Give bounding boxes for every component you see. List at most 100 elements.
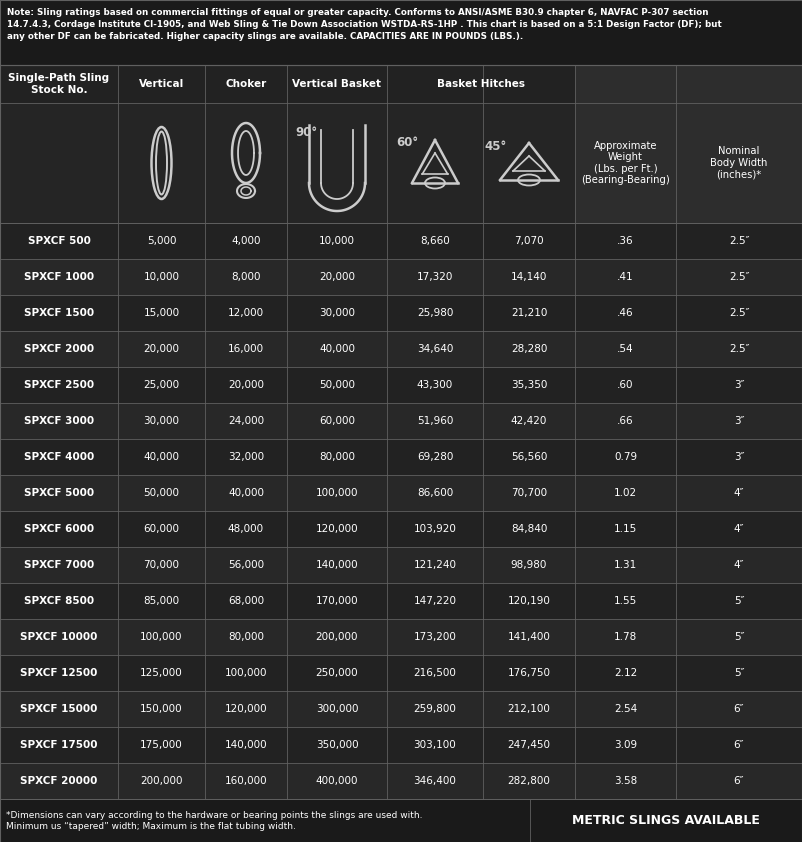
Text: 90°: 90° bbox=[295, 126, 317, 140]
Bar bbox=[118, 763, 205, 799]
Text: SPXCF 8500: SPXCF 8500 bbox=[24, 596, 94, 606]
Text: 140,000: 140,000 bbox=[316, 560, 358, 570]
Bar bbox=[483, 367, 575, 403]
Bar bbox=[483, 763, 575, 799]
Bar bbox=[483, 475, 575, 511]
Bar bbox=[676, 331, 802, 367]
Bar bbox=[118, 331, 205, 367]
Bar bbox=[287, 583, 387, 619]
Text: 3″: 3″ bbox=[734, 380, 744, 390]
Bar bbox=[387, 511, 483, 547]
Text: 14,140: 14,140 bbox=[511, 272, 547, 282]
Bar bbox=[387, 367, 483, 403]
Text: 247,450: 247,450 bbox=[508, 740, 550, 750]
Text: SPXCF 5000: SPXCF 5000 bbox=[24, 488, 94, 498]
Bar bbox=[676, 65, 802, 103]
Bar bbox=[118, 65, 205, 103]
Bar bbox=[575, 727, 676, 763]
Bar bbox=[387, 103, 483, 223]
Text: 200,000: 200,000 bbox=[316, 632, 358, 642]
Bar bbox=[575, 583, 676, 619]
Bar bbox=[0, 439, 118, 475]
Text: 35,350: 35,350 bbox=[511, 380, 547, 390]
Text: 25,000: 25,000 bbox=[144, 380, 180, 390]
Text: 125,000: 125,000 bbox=[140, 668, 183, 678]
Bar bbox=[483, 439, 575, 475]
Text: 160,000: 160,000 bbox=[225, 776, 267, 786]
Text: SPXCF 12500: SPXCF 12500 bbox=[20, 668, 98, 678]
Bar bbox=[205, 655, 287, 691]
Bar bbox=[205, 727, 287, 763]
Text: 120,190: 120,190 bbox=[508, 596, 550, 606]
Bar bbox=[118, 655, 205, 691]
Bar bbox=[205, 367, 287, 403]
Bar bbox=[483, 223, 575, 259]
Text: SPXCF 1500: SPXCF 1500 bbox=[24, 308, 94, 318]
Bar bbox=[387, 331, 483, 367]
Text: .36: .36 bbox=[618, 236, 634, 246]
Text: SPXCF 3000: SPXCF 3000 bbox=[24, 416, 94, 426]
Text: 28,280: 28,280 bbox=[511, 344, 547, 354]
Text: 1.78: 1.78 bbox=[614, 632, 637, 642]
Bar bbox=[575, 331, 676, 367]
Bar bbox=[0, 799, 802, 842]
Bar bbox=[575, 691, 676, 727]
Text: 250,000: 250,000 bbox=[316, 668, 358, 678]
Bar bbox=[287, 331, 387, 367]
Text: 84,840: 84,840 bbox=[511, 524, 547, 534]
Bar bbox=[205, 295, 287, 331]
Text: 56,000: 56,000 bbox=[228, 560, 264, 570]
Bar bbox=[575, 295, 676, 331]
Text: 216,500: 216,500 bbox=[414, 668, 456, 678]
Text: Vertical: Vertical bbox=[139, 79, 184, 89]
Text: 40,000: 40,000 bbox=[144, 452, 180, 462]
Bar bbox=[483, 259, 575, 295]
Bar bbox=[205, 65, 287, 103]
Bar bbox=[0, 511, 118, 547]
Bar bbox=[676, 403, 802, 439]
Bar bbox=[575, 403, 676, 439]
Bar bbox=[483, 511, 575, 547]
Bar bbox=[387, 763, 483, 799]
Text: 25,980: 25,980 bbox=[417, 308, 453, 318]
Text: 2.54: 2.54 bbox=[614, 704, 637, 714]
Text: 6″: 6″ bbox=[734, 740, 744, 750]
Bar bbox=[483, 547, 575, 583]
Bar bbox=[287, 367, 387, 403]
Bar bbox=[205, 439, 287, 475]
Text: 120,000: 120,000 bbox=[316, 524, 358, 534]
Text: METRIC SLINGS AVAILABLE: METRIC SLINGS AVAILABLE bbox=[572, 814, 760, 828]
Text: 282,800: 282,800 bbox=[508, 776, 550, 786]
Bar bbox=[575, 65, 676, 103]
Text: 170,000: 170,000 bbox=[316, 596, 358, 606]
Text: 70,700: 70,700 bbox=[511, 488, 547, 498]
Bar bbox=[483, 295, 575, 331]
Text: 15,000: 15,000 bbox=[144, 308, 180, 318]
Bar bbox=[118, 367, 205, 403]
Bar bbox=[0, 223, 118, 259]
Text: 24,000: 24,000 bbox=[228, 416, 264, 426]
Bar bbox=[287, 475, 387, 511]
Text: SPXCF 4000: SPXCF 4000 bbox=[24, 452, 94, 462]
Bar bbox=[118, 619, 205, 655]
Bar bbox=[205, 103, 287, 223]
Bar bbox=[676, 727, 802, 763]
Text: 60,000: 60,000 bbox=[319, 416, 355, 426]
Bar bbox=[575, 367, 676, 403]
Bar bbox=[0, 331, 118, 367]
Text: 5,000: 5,000 bbox=[147, 236, 176, 246]
Bar bbox=[483, 619, 575, 655]
Bar bbox=[0, 259, 118, 295]
Text: SPXCF 10000: SPXCF 10000 bbox=[20, 632, 98, 642]
Text: 21,210: 21,210 bbox=[511, 308, 547, 318]
Text: 17,320: 17,320 bbox=[417, 272, 453, 282]
Bar bbox=[287, 103, 387, 223]
Text: 56,560: 56,560 bbox=[511, 452, 547, 462]
Bar bbox=[676, 223, 802, 259]
Bar bbox=[483, 691, 575, 727]
Bar bbox=[387, 583, 483, 619]
Text: 70,000: 70,000 bbox=[144, 560, 180, 570]
Bar bbox=[387, 403, 483, 439]
Text: 175,000: 175,000 bbox=[140, 740, 183, 750]
Bar bbox=[387, 439, 483, 475]
